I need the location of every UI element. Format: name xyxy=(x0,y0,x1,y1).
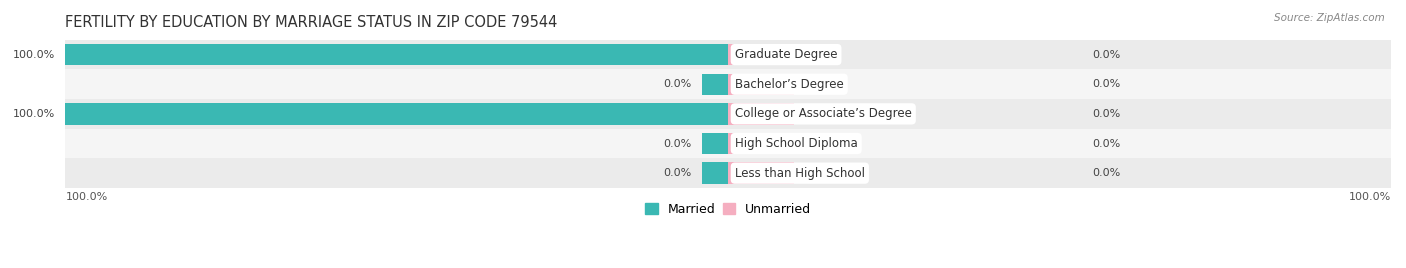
Text: 0.0%: 0.0% xyxy=(1092,79,1121,89)
Bar xyxy=(66,69,1391,99)
Bar xyxy=(702,73,728,95)
Text: 0.0%: 0.0% xyxy=(664,139,692,148)
Bar xyxy=(728,133,794,154)
Bar xyxy=(702,133,728,154)
Bar xyxy=(66,99,1391,129)
Bar xyxy=(66,129,1391,158)
Legend: Married, Unmarried: Married, Unmarried xyxy=(640,198,817,221)
Text: Bachelor’s Degree: Bachelor’s Degree xyxy=(735,78,844,91)
Text: 0.0%: 0.0% xyxy=(1092,168,1121,178)
Text: Source: ZipAtlas.com: Source: ZipAtlas.com xyxy=(1274,13,1385,23)
Text: 0.0%: 0.0% xyxy=(1092,139,1121,148)
Text: 0.0%: 0.0% xyxy=(664,79,692,89)
Text: 100.0%: 100.0% xyxy=(66,192,108,202)
Bar xyxy=(728,103,794,125)
Text: 100.0%: 100.0% xyxy=(13,50,55,59)
Text: 0.0%: 0.0% xyxy=(664,168,692,178)
Text: High School Diploma: High School Diploma xyxy=(735,137,858,150)
Text: 100.0%: 100.0% xyxy=(1348,192,1391,202)
Text: College or Associate’s Degree: College or Associate’s Degree xyxy=(735,107,911,120)
Text: 100.0%: 100.0% xyxy=(13,109,55,119)
Text: 0.0%: 0.0% xyxy=(1092,109,1121,119)
Bar xyxy=(66,103,728,125)
Text: FERTILITY BY EDUCATION BY MARRIAGE STATUS IN ZIP CODE 79544: FERTILITY BY EDUCATION BY MARRIAGE STATU… xyxy=(66,15,558,30)
Text: Graduate Degree: Graduate Degree xyxy=(735,48,838,61)
Bar xyxy=(728,162,794,184)
Text: 0.0%: 0.0% xyxy=(1092,50,1121,59)
Bar xyxy=(66,158,1391,188)
Text: Less than High School: Less than High School xyxy=(735,167,865,180)
Bar xyxy=(702,162,728,184)
Bar xyxy=(728,44,794,65)
Bar xyxy=(66,44,728,65)
Bar xyxy=(728,73,794,95)
Bar xyxy=(66,40,1391,69)
